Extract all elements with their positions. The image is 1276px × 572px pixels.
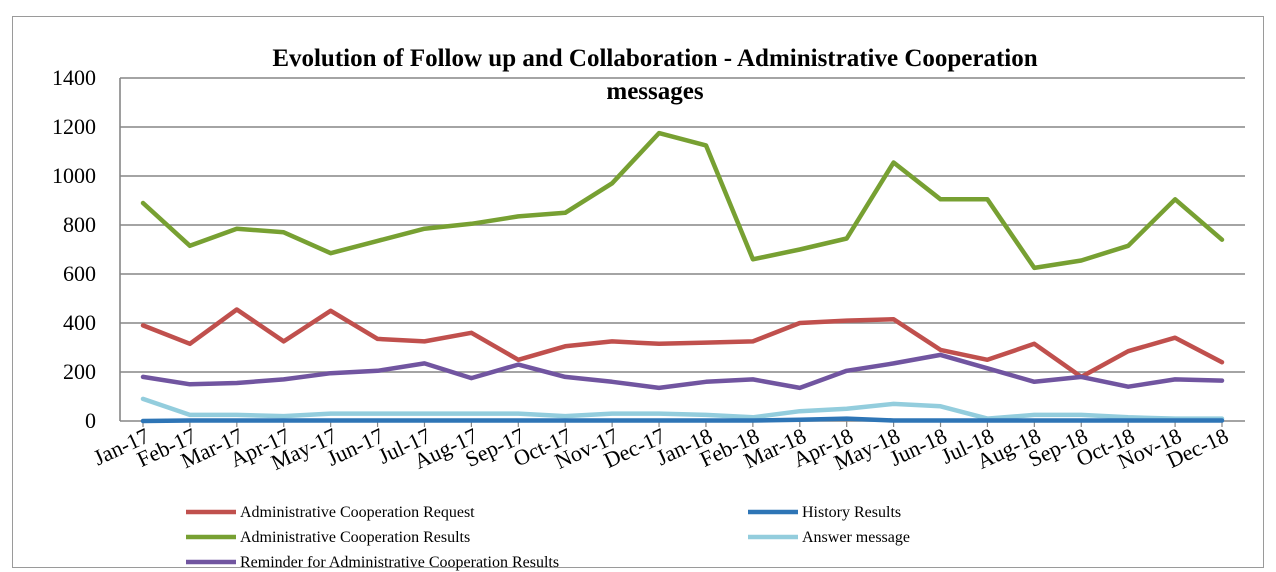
legend-label: Answer message — [802, 529, 910, 546]
legend-label: Administrative Cooperation Request — [240, 504, 475, 521]
y-tick-label: 1200 — [52, 114, 96, 139]
chart-title-line-2: messages — [606, 78, 703, 105]
y-tick-label: 800 — [63, 212, 96, 237]
x-axis: Jan-17Feb-17Mar-17Apr-17May-17Jun-17Jul-… — [89, 421, 1232, 475]
y-tick-label: 1000 — [52, 163, 96, 188]
legend-label: Administrative Cooperation Results — [240, 529, 470, 546]
series-line — [140, 307, 1225, 380]
series-line — [140, 416, 1225, 424]
y-tick-label: 200 — [63, 359, 96, 384]
y-axis: 0 200 400 600 800 1000 1200 1400 — [52, 65, 121, 433]
gridlines — [120, 77, 1245, 422]
series-line — [140, 130, 1225, 271]
y-tick-label: 1400 — [52, 65, 96, 90]
plot-area — [140, 130, 1225, 424]
legend-label: History Results — [802, 504, 901, 521]
legend-label: Reminder for Administrative Cooperation … — [240, 554, 559, 571]
y-tick-label: 600 — [63, 261, 96, 286]
series-line — [140, 352, 1225, 391]
legend: Administrative Cooperation Request Histor… — [186, 504, 910, 571]
chart-frame — [12, 16, 1264, 568]
y-tick-label: 400 — [63, 310, 96, 335]
series-line — [140, 396, 1225, 421]
y-tick-label: 0 — [85, 408, 96, 433]
chart-title-line-1: Evolution of Follow up and Collaboration… — [272, 45, 1037, 72]
